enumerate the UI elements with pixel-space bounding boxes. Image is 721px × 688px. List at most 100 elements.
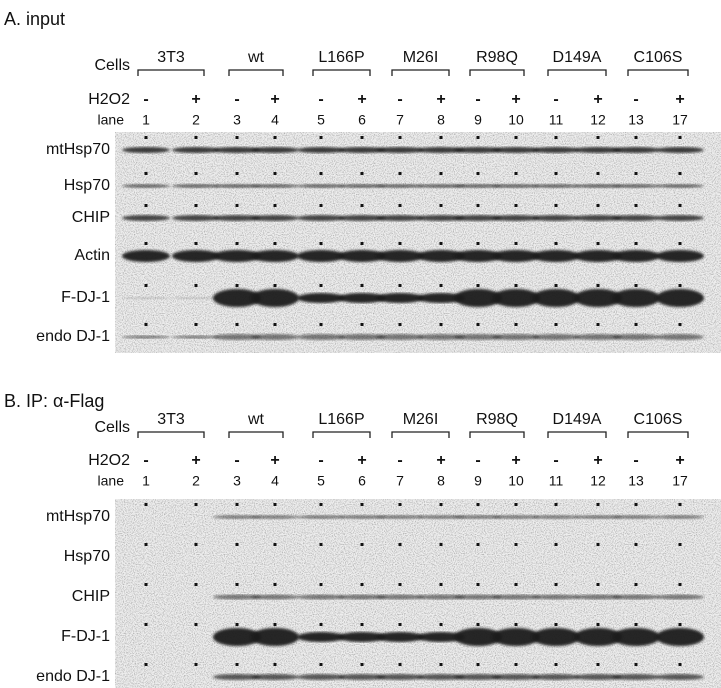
treatment: - — [475, 452, 480, 469]
band — [251, 215, 299, 221]
band — [376, 632, 424, 642]
band — [297, 595, 345, 600]
cells-label: Cells — [94, 419, 130, 436]
treatment: - — [553, 91, 558, 108]
lane-dot — [555, 503, 558, 506]
cell-group: L166P — [318, 411, 364, 428]
cell-group: wt — [247, 49, 265, 66]
lane-dot — [555, 242, 558, 245]
lane-dot — [477, 543, 480, 546]
lane-dot — [399, 583, 402, 586]
band — [122, 250, 170, 262]
lane-dot — [145, 623, 148, 626]
band — [172, 147, 220, 153]
treatment: + — [270, 452, 279, 469]
lane-number: 3 — [233, 112, 241, 128]
lane-dot — [555, 663, 558, 666]
band — [251, 515, 299, 519]
lane-dot — [195, 663, 198, 666]
blot-grain — [115, 132, 721, 353]
lane-dot — [274, 503, 277, 506]
lane-dot — [597, 543, 600, 546]
band — [656, 184, 704, 188]
treatment: + — [436, 91, 445, 108]
cell-group: M26I — [403, 411, 439, 428]
band — [122, 297, 170, 299]
band — [376, 674, 424, 680]
band — [297, 215, 345, 221]
group-bracket — [392, 432, 449, 438]
band — [612, 184, 660, 188]
lane-dot — [515, 172, 518, 175]
group-bracket — [229, 70, 283, 76]
lane-number: 17 — [672, 112, 688, 128]
lane-dot — [515, 136, 518, 139]
treatment: - — [143, 91, 148, 108]
lane-dot — [399, 172, 402, 175]
blot-label: F-DJ-1 — [61, 628, 110, 645]
treatment: + — [675, 91, 684, 108]
treatment: - — [234, 91, 239, 108]
lane-dot — [635, 543, 638, 546]
lane-number: 8 — [437, 112, 445, 128]
lane-dot — [145, 663, 148, 666]
group-bracket — [628, 432, 688, 438]
treatment: - — [318, 91, 323, 108]
band — [612, 147, 660, 153]
lane-label: lane — [98, 473, 125, 489]
cell-group: wt — [247, 411, 265, 428]
lane-dot — [477, 136, 480, 139]
group-bracket — [548, 70, 606, 76]
lane-dot — [477, 583, 480, 586]
lane-dot — [515, 583, 518, 586]
blot-label: mtHsp70 — [46, 508, 110, 525]
lane-dot — [597, 172, 600, 175]
lane-number: 6 — [358, 112, 366, 128]
treatment: - — [397, 91, 402, 108]
lane-dot — [399, 136, 402, 139]
lane-number: 5 — [317, 112, 325, 128]
band — [122, 184, 170, 188]
lane-dot — [236, 543, 239, 546]
band — [376, 515, 424, 519]
band — [251, 289, 299, 307]
lane-dot — [274, 663, 277, 666]
lane-dot — [236, 284, 239, 287]
lane-dot — [515, 323, 518, 326]
band — [297, 293, 345, 303]
lane-dot — [399, 503, 402, 506]
treatment: + — [357, 91, 366, 108]
lane-dot — [195, 204, 198, 207]
lane-dot — [555, 136, 558, 139]
lane-dot — [195, 242, 198, 245]
band — [376, 250, 424, 262]
lane-dot — [555, 204, 558, 207]
blot-label: Hsp70 — [64, 548, 110, 565]
band — [532, 674, 580, 680]
lane-dot — [555, 323, 558, 326]
lane-dot — [440, 623, 443, 626]
lane-dot — [515, 543, 518, 546]
lane-dot — [477, 663, 480, 666]
blot-label: CHIP — [72, 209, 110, 226]
treatment: - — [397, 452, 402, 469]
lane-dot — [399, 543, 402, 546]
lane-dot — [361, 503, 364, 506]
lane-dot — [236, 623, 239, 626]
lane-number: 8 — [437, 473, 445, 489]
band — [656, 215, 704, 221]
lane-dot — [597, 242, 600, 245]
cell-group: C106S — [634, 411, 683, 428]
band — [532, 147, 580, 153]
lane-dot — [361, 172, 364, 175]
treatment: + — [436, 452, 445, 469]
lane-number: 9 — [474, 473, 482, 489]
treatment: - — [475, 91, 480, 108]
blot-label: mtHsp70 — [46, 141, 110, 158]
lane-dot — [597, 503, 600, 506]
lane-dot — [679, 543, 682, 546]
lane-dot — [274, 623, 277, 626]
lane-dot — [597, 583, 600, 586]
treatment: + — [357, 452, 366, 469]
lane-number: 12 — [590, 112, 606, 128]
